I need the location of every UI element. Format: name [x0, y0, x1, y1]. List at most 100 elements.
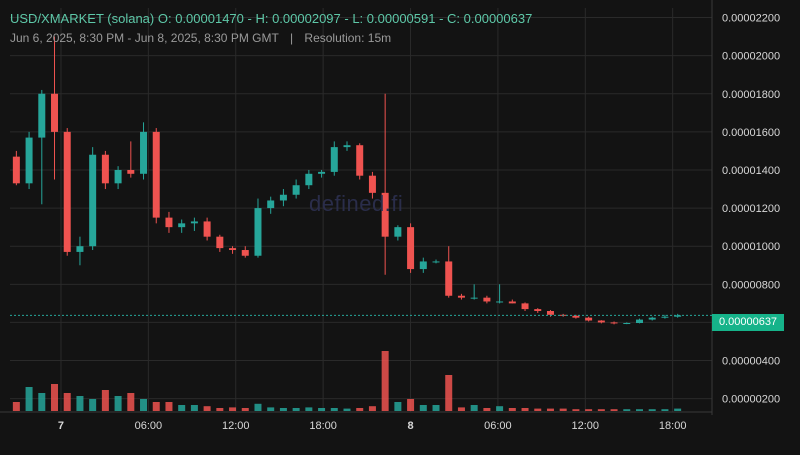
candle-body	[661, 316, 669, 318]
volume-bar	[292, 408, 300, 411]
volume-bar	[140, 399, 148, 411]
volume-bar	[76, 396, 84, 411]
candle-body	[229, 248, 237, 251]
candle-body	[127, 169, 135, 174]
y-tick-label: 0.00000800	[722, 279, 780, 291]
candle-body	[152, 131, 160, 218]
volume-bar	[38, 393, 46, 411]
volume-bar	[203, 406, 211, 411]
y-tick-label: 0.00001400	[722, 165, 780, 177]
volume-bar	[508, 408, 516, 411]
volume-bar	[432, 405, 440, 411]
range-resolution-line: Jun 6, 2025, 8:30 PM - Jun 8, 2025, 8:30…	[10, 31, 532, 45]
x-tick-label: 18:00	[309, 420, 337, 432]
candle-body	[457, 295, 465, 298]
candle-body	[318, 171, 326, 174]
volume-bar	[546, 408, 554, 411]
candle-body	[546, 311, 554, 315]
volume-bar	[674, 408, 682, 411]
volume-bar	[165, 402, 173, 411]
volume-bar	[419, 405, 427, 411]
volume-bar	[89, 399, 97, 411]
y-tick-label: 0.00001200	[722, 203, 780, 215]
symbol-ohlc-line: USD/XMARKET (solana) O: 0.00001470 - H: …	[10, 11, 533, 26]
volume-bar	[648, 409, 656, 411]
candle-body	[674, 315, 682, 317]
candle-body	[368, 175, 376, 193]
watermark: defined.fi	[309, 191, 404, 216]
volume-bar	[254, 403, 262, 411]
candle-body	[445, 261, 453, 296]
candle-body	[381, 192, 389, 237]
candle-body	[432, 261, 440, 263]
candle-body	[508, 301, 516, 304]
candle-body	[114, 169, 122, 184]
y-tick-label: 0.00001800	[722, 89, 780, 101]
y-tick-label: 0.00000400	[722, 356, 780, 368]
x-tick-label: 06:00	[135, 420, 163, 432]
candle-body	[496, 301, 504, 303]
volume-bar	[381, 351, 389, 411]
candle-body	[648, 317, 656, 320]
x-tick-label: 12:00	[222, 420, 250, 432]
volume-bar	[496, 406, 504, 411]
current-price-badge: 0.00000637	[712, 314, 784, 331]
candle-body	[585, 317, 593, 321]
volume-bar	[127, 393, 135, 411]
candle-body	[12, 156, 20, 184]
x-tick-label: 8	[407, 420, 413, 432]
date-range: Jun 6, 2025, 8:30 PM - Jun 8, 2025, 8:30…	[10, 31, 279, 45]
volume-bar	[178, 405, 186, 411]
candle-body	[101, 154, 109, 184]
open-value: O: 0.00001470	[157, 11, 244, 26]
candle-body	[356, 145, 364, 176]
volume-bar	[114, 396, 122, 411]
volume-bar	[623, 409, 631, 411]
candle-body	[38, 93, 46, 138]
high-value: H: 0.00002097	[255, 11, 341, 26]
candle-body	[330, 147, 338, 172]
candle-body	[254, 208, 262, 256]
y-tick-label: 0.00001600	[722, 127, 780, 139]
volume-bar	[483, 408, 491, 411]
volume-bar	[51, 384, 59, 411]
volume-bar	[152, 402, 160, 411]
candle-body	[597, 320, 605, 323]
candle-body	[25, 137, 33, 184]
chart-header: USD/XMARKET (solana) O: 0.00001470 - H: …	[10, 11, 532, 45]
volume-bar	[368, 406, 376, 411]
candle-body	[521, 303, 529, 310]
candle-body	[635, 319, 643, 324]
x-tick-label: 06:00	[484, 420, 512, 432]
volume-bar	[521, 408, 529, 411]
volume-bar	[25, 387, 33, 411]
x-tick-label: 7	[58, 420, 64, 432]
candle-body	[63, 131, 71, 252]
candle-body	[190, 221, 198, 224]
candle-body	[470, 297, 478, 299]
candle-body	[343, 145, 351, 148]
x-tick-label: 18:00	[659, 420, 687, 432]
candle-body	[241, 250, 249, 256]
low-value: L: 0.00000591	[352, 11, 436, 26]
candle-body	[419, 261, 427, 270]
volume-bar	[318, 408, 326, 411]
y-tick-label: 0.00001000	[722, 241, 780, 253]
symbol-label: USD/XMARKET (solana)	[10, 11, 155, 26]
candle-body	[76, 246, 84, 252]
volume-bar	[610, 409, 618, 411]
y-tick-label: 0.00002200	[722, 13, 780, 25]
volume-bar	[229, 407, 237, 411]
volume-bar	[559, 408, 567, 411]
candle-body	[89, 154, 97, 247]
candle-body	[407, 227, 415, 270]
volume-bar	[635, 409, 643, 411]
candle-body	[165, 217, 173, 228]
volume-bar	[661, 409, 669, 411]
y-tick-label: 0.00000200	[722, 394, 780, 406]
volume-bar	[585, 409, 593, 411]
volume-bar	[597, 409, 605, 411]
candle-body	[483, 297, 491, 302]
